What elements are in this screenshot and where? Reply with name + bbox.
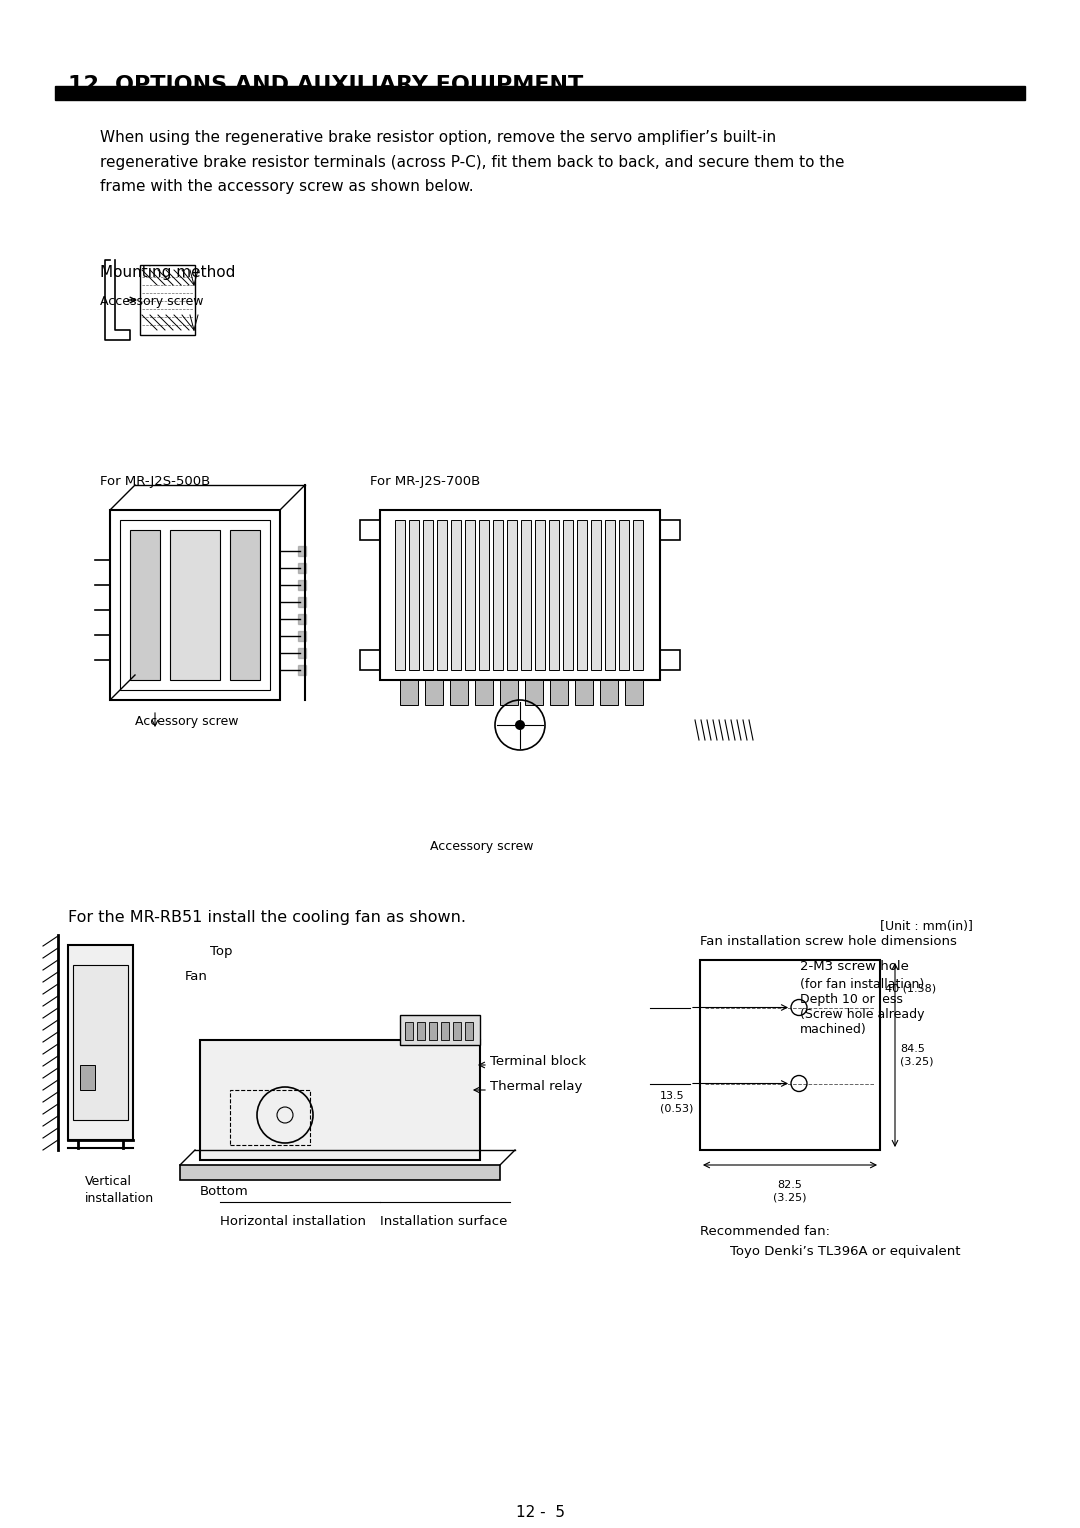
Bar [140,264,195,335]
Bar [298,631,306,642]
Text: Horizontal installation: Horizontal installation [220,1215,366,1229]
Text: Toyo Denki’s TL396A or equivalent: Toyo Denki’s TL396A or equivalent [730,1245,960,1258]
Bar [549,520,559,669]
Bar [700,960,880,1151]
Bar [550,680,568,704]
Text: 84.5
(3.25): 84.5 (3.25) [900,1044,933,1067]
Bar [298,581,306,590]
Text: Vertical
installation: Vertical installation [85,1175,154,1206]
Bar [395,520,405,669]
Bar [619,520,629,669]
Bar [400,1015,480,1045]
Text: Thermal relay: Thermal relay [490,1080,582,1093]
Bar [577,520,588,669]
Bar [450,680,468,704]
Bar [409,520,419,669]
Text: For MR-J2S-500B: For MR-J2S-500B [100,475,211,487]
Bar [298,648,306,659]
Bar [180,1164,500,1180]
Text: (3.25): (3.25) [773,1192,807,1203]
Bar [423,520,433,669]
Bar [605,520,615,669]
Bar [170,530,220,680]
Text: Mounting method: Mounting method [100,264,235,280]
Bar [475,680,492,704]
Text: [Unit : mm(in)]: [Unit : mm(in)] [880,920,973,934]
Bar [535,520,545,669]
Text: Accessory screw: Accessory screw [135,715,239,727]
Text: Accessory screw: Accessory screw [100,295,203,309]
Text: Bottom: Bottom [200,1186,248,1198]
Bar [492,520,503,669]
Bar [400,680,418,704]
Bar [426,680,443,704]
Bar [441,1022,449,1041]
Text: 12 -  5: 12 - 5 [515,1505,565,1520]
Bar [298,545,306,556]
Text: 12. OPTIONS AND AUXILIARY EQUIPMENT: 12. OPTIONS AND AUXILIARY EQUIPMENT [68,75,583,95]
Bar [453,1022,461,1041]
Bar [563,520,573,669]
Bar [73,966,129,1120]
Bar [500,680,518,704]
Bar [68,944,133,1140]
Text: Fan: Fan [185,970,207,983]
Bar [120,520,270,691]
Bar [525,680,543,704]
Bar [360,520,380,539]
Bar [80,1065,95,1089]
Bar [130,530,160,680]
Bar [405,1022,413,1041]
Text: 40 (1.58): 40 (1.58) [885,983,936,993]
Text: Top: Top [210,944,232,958]
Bar [298,562,306,573]
Text: machined): machined) [800,1024,867,1036]
Text: Accessory screw: Accessory screw [430,840,534,853]
Bar [625,680,643,704]
Bar [633,520,643,669]
Text: For MR-J2S-700B: For MR-J2S-700B [370,475,481,487]
Text: For the MR-RB51 install the cooling fan as shown.: For the MR-RB51 install the cooling fan … [68,911,465,924]
Text: (Screw hole already: (Screw hole already [800,1008,924,1021]
Bar [298,614,306,623]
Text: Recommended fan:: Recommended fan: [700,1225,831,1238]
Bar [591,520,600,669]
Bar [110,510,280,700]
Bar [360,649,380,669]
Bar [298,597,306,607]
Bar [480,520,489,669]
Bar [298,665,306,675]
Bar [429,1022,437,1041]
Bar [521,520,531,669]
Bar [230,530,260,680]
Bar [660,520,680,539]
Text: Depth 10 or less: Depth 10 or less [800,993,903,1005]
Bar [660,649,680,669]
Bar [55,86,1025,99]
Bar [437,520,447,669]
Bar [575,680,593,704]
Text: 82.5: 82.5 [778,1180,802,1190]
Bar [380,510,660,680]
Text: 13.5
(0.53): 13.5 (0.53) [660,1091,693,1114]
Text: Terminal block: Terminal block [490,1054,586,1068]
Bar [230,1089,310,1144]
Text: Installation surface: Installation surface [380,1215,508,1229]
Text: Fan installation screw hole dimensions: Fan installation screw hole dimensions [700,935,957,947]
Circle shape [515,720,525,730]
Bar [600,680,618,704]
Text: 2-M3 screw hole: 2-M3 screw hole [800,960,909,973]
Bar [451,520,461,669]
Bar [417,1022,426,1041]
Bar [465,520,475,669]
Text: (for fan installation): (for fan installation) [800,978,924,992]
Bar [200,1041,480,1160]
Bar [507,520,517,669]
Bar [465,1022,473,1041]
Text: When using the regenerative brake resistor option, remove the servo amplifier’s : When using the regenerative brake resist… [100,130,845,194]
